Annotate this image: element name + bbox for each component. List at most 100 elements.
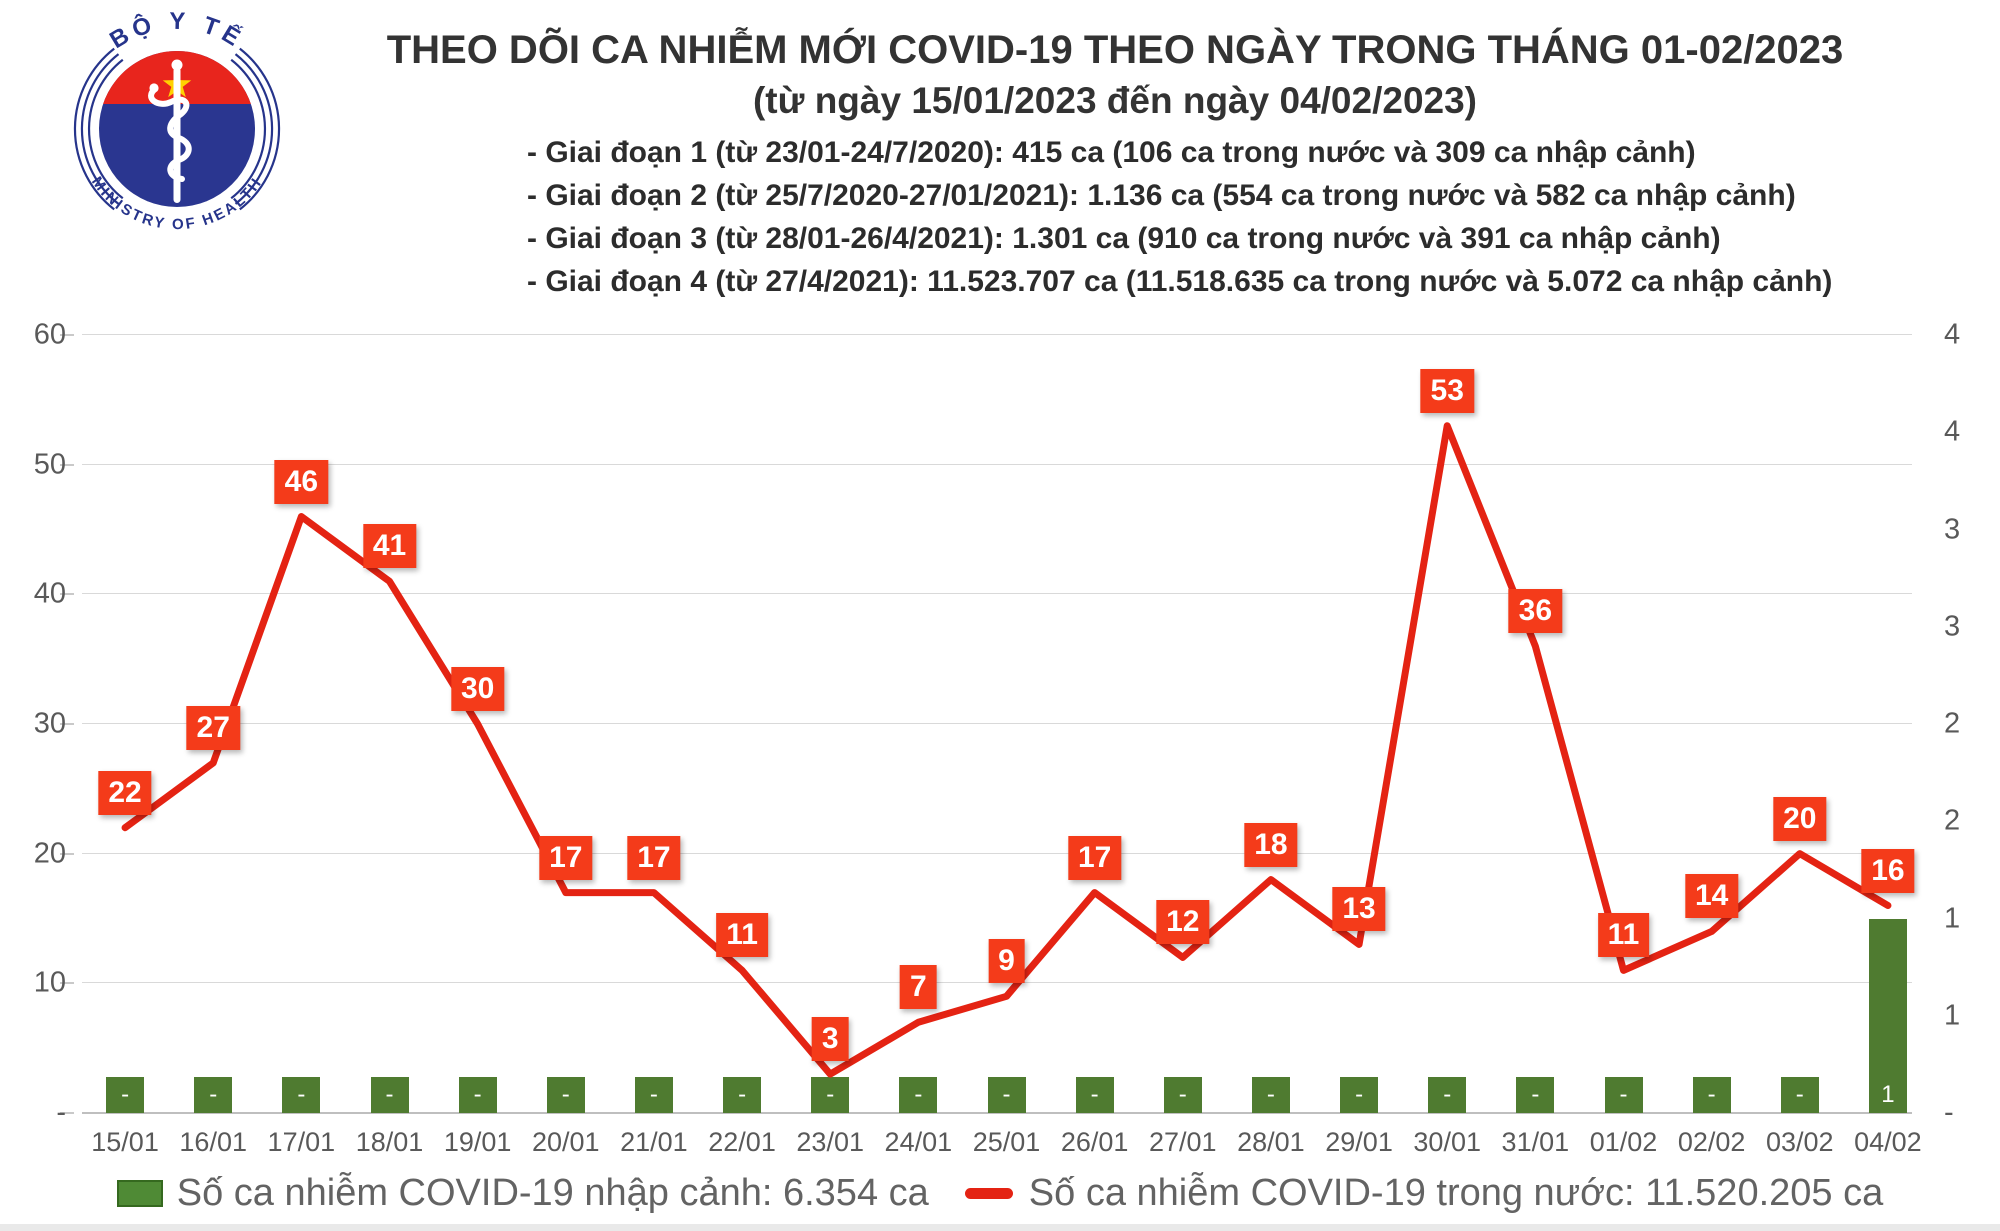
bar-label: - — [385, 1081, 394, 1108]
data-label: 3 — [811, 1017, 849, 1062]
import-cases-bar: 1 — [1868, 918, 1907, 1113]
import-cases-bar: - — [1340, 1077, 1379, 1113]
bar-label: - — [1090, 1081, 1099, 1108]
logo-side-arcs — [73, 47, 281, 211]
y-axis-right-label: 2 — [1944, 707, 1961, 740]
x-axis-label: 28/01 — [1237, 1127, 1305, 1157]
y-axis-left-label: 50 — [33, 448, 66, 481]
data-label: 20 — [1773, 796, 1827, 841]
logo-asclepius-staff-icon — [148, 59, 192, 203]
bar-label: - — [649, 1081, 658, 1108]
y-axis-right-label: 4 — [1944, 415, 1961, 448]
data-label: 7 — [900, 965, 937, 1010]
x-axis-label: 27/01 — [1148, 1127, 1217, 1157]
data-label: 41 — [362, 524, 417, 569]
gridline — [82, 593, 1912, 595]
bar-label: - — [1531, 1081, 1540, 1108]
gridline — [82, 723, 1912, 724]
axis-tick-icon — [60, 852, 74, 855]
phase-note-2: - Giai đoạn 2 (từ 25/7/2020-27/01/2021):… — [527, 179, 1796, 212]
data-label: 27 — [186, 705, 240, 750]
import-cases-bar: - — [634, 1077, 673, 1113]
import-cases-bar: - — [1428, 1077, 1467, 1113]
phase-summary-block: - Giai đoạn 1 (từ 23/01-24/7/2020): 415 … — [527, 131, 1832, 303]
legend-bar-swatch-icon — [116, 1180, 163, 1207]
data-label: 46 — [274, 459, 329, 504]
import-cases-bar: - — [987, 1077, 1026, 1113]
bar-label: - — [1707, 1081, 1716, 1108]
bar-label: - — [121, 1081, 130, 1108]
gridline — [82, 463, 1912, 465]
phase-note-1: - Giai đoạn 1 (từ 23/01-24/7/2020): 415 … — [527, 136, 1696, 169]
x-axis-label: 22/01 — [708, 1127, 776, 1157]
x-axis-line — [82, 1112, 1912, 1114]
y-axis-right-label: 4 — [1944, 318, 1961, 351]
x-axis-label: 17/01 — [267, 1127, 336, 1157]
x-axis-label: 31/01 — [1501, 1127, 1570, 1157]
x-axis-label: 20/01 — [531, 1127, 600, 1157]
axis-tick-icon — [60, 723, 74, 725]
data-label: 17 — [539, 835, 593, 880]
import-cases-bar: - — [1604, 1077, 1643, 1113]
y-axis-right-label: 2 — [1944, 804, 1961, 837]
bar-label: - — [1266, 1081, 1275, 1108]
bar-label: - — [209, 1081, 218, 1108]
data-label: 30 — [450, 667, 505, 711]
x-axis-label: 01/02 — [1589, 1127, 1658, 1157]
x-axis-label: 30/01 — [1413, 1127, 1481, 1157]
phase-note-3: - Giai đoạn 3 (từ 28/01-26/4/2021): 1.30… — [527, 222, 1721, 255]
data-label: 17 — [627, 835, 681, 880]
axis-tick-icon — [60, 463, 74, 466]
y-axis-left-label: 30 — [33, 707, 66, 740]
y-axis-left-label: 40 — [33, 577, 66, 610]
data-label: 14 — [1684, 874, 1739, 919]
phase-note-4: - Giai đoạn 4 (từ 27/4/2021): 11.523.707… — [527, 265, 1833, 298]
import-cases-bar: - — [458, 1077, 497, 1113]
bar-label: - — [1619, 1081, 1628, 1108]
ministry-logo: BỘ Y TẾ MINISTRY OF HEALTH — [56, 8, 298, 250]
legend-domestic-label: Số ca nhiễm COVID-19 trong nước: 11.520.… — [1028, 1172, 1884, 1214]
bar-label: - — [738, 1081, 747, 1108]
axis-tick-icon — [60, 982, 74, 985]
x-axis-label: 23/01 — [796, 1127, 864, 1157]
y-axis-left-label: 10 — [33, 966, 66, 999]
bar-label: - — [914, 1081, 923, 1108]
import-cases-bar: - — [194, 1077, 233, 1113]
import-cases-bar: - — [1692, 1077, 1731, 1113]
y-axis-left-label: 20 — [33, 837, 66, 870]
bar-label: - — [473, 1081, 482, 1108]
legend-line-swatch-icon — [964, 1188, 1013, 1199]
axis-tick-icon — [60, 1112, 74, 1114]
import-cases-bar: - — [106, 1077, 145, 1113]
data-label: 22 — [98, 770, 152, 815]
import-cases-bar: - — [1163, 1077, 1202, 1113]
import-cases-bar: - — [723, 1077, 762, 1113]
y-axis-right-label: - — [1944, 1096, 1954, 1129]
bar-label: - — [297, 1081, 306, 1108]
bar-label: - — [826, 1081, 835, 1108]
import-cases-bar: - — [1780, 1077, 1819, 1113]
bar-label: - — [1002, 1081, 1011, 1108]
x-axis-label: 04/02 — [1854, 1127, 1922, 1157]
data-label: 18 — [1244, 822, 1298, 867]
import-cases-bar: - — [1075, 1077, 1114, 1113]
y-axis-right-label: 3 — [1944, 610, 1961, 643]
chart-legend: Số ca nhiễm COVID-19 nhập cảnh: 6.354 ca… — [0, 1172, 2000, 1215]
y-axis-left-label: 60 — [33, 318, 66, 351]
bar-label: - — [1795, 1081, 1804, 1108]
bar-label: - — [1443, 1081, 1452, 1108]
gridline — [82, 852, 1912, 854]
page-title: THEO DÕI CA NHIỄM MỚI COVID-19 THEO NGÀY… — [386, 28, 1844, 72]
data-label: 17 — [1067, 835, 1122, 880]
import-cases-bar: - — [282, 1077, 321, 1113]
axis-tick-icon — [60, 334, 74, 336]
data-label: 13 — [1332, 887, 1386, 932]
import-cases-bar: - — [370, 1077, 409, 1113]
import-cases-bar: - — [546, 1077, 585, 1113]
y-axis-left-label: - — [56, 1096, 66, 1129]
footer-strip — [0, 1224, 2000, 1231]
x-axis-label: 24/01 — [884, 1127, 953, 1157]
